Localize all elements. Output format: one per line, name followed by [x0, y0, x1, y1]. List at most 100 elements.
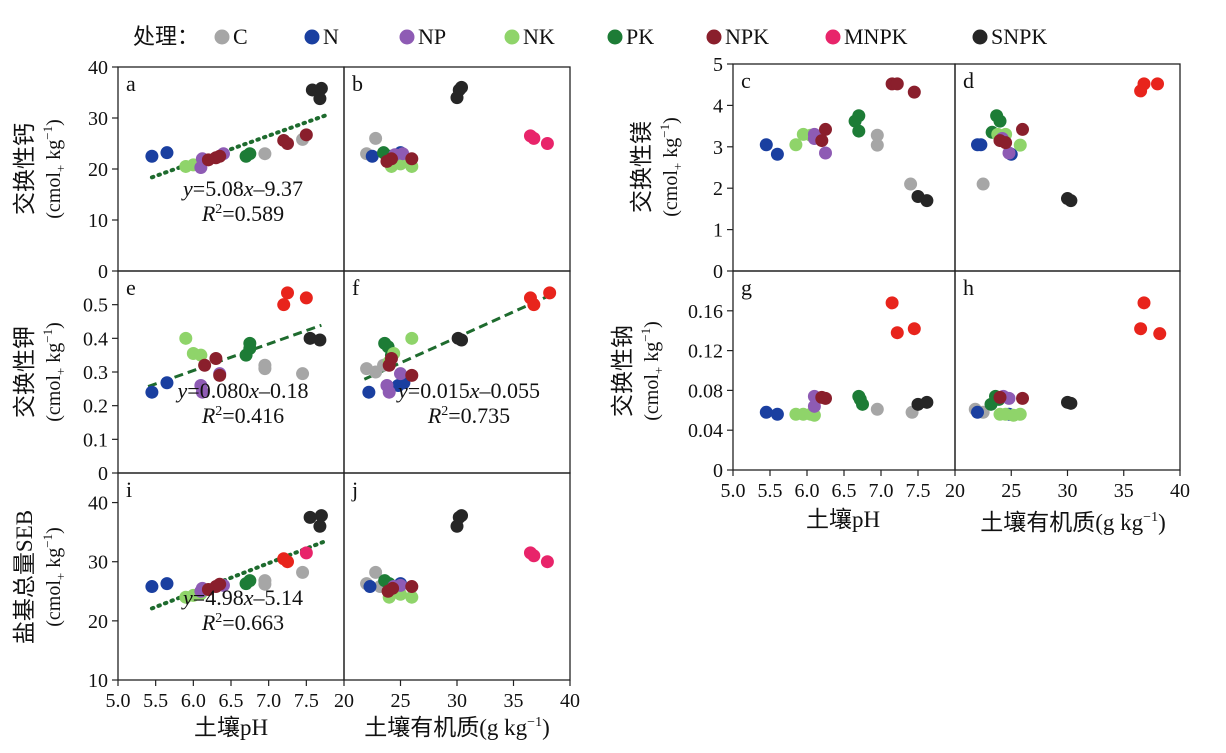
x-axis-label-som-left: 土壤有机质(g kg−1) — [364, 715, 550, 740]
data-point-e-20 — [303, 331, 317, 345]
data-point-h-13 — [993, 390, 1007, 404]
y-tick-label: 5 — [713, 54, 723, 76]
panel-letter: a — [126, 71, 136, 96]
data-point-d-16 — [1064, 194, 1078, 208]
fit-line — [149, 113, 328, 180]
y-axis-unit: (cmol+ kg−1) — [40, 322, 68, 422]
y-axis-label-na: 交换性钠 (cmol+ kg−1) — [610, 321, 666, 421]
data-point-b-20 — [540, 137, 554, 150]
data-point-i-12 — [243, 574, 257, 588]
legend-item-c: C — [214, 24, 248, 49]
x-tick-label: 35 — [504, 690, 524, 712]
legend-item-n: N — [304, 24, 339, 49]
legend-label: C — [233, 24, 248, 49]
legend-marker — [214, 29, 230, 45]
y-tick-label: 20 — [88, 159, 108, 181]
data-point-i-19 — [303, 510, 317, 524]
panel-b: b — [343, 66, 571, 272]
y-axis-unit: (cmol+ kg−1) — [657, 117, 685, 217]
y-axis-title: 交换性钠 — [610, 325, 635, 417]
data-point-h-14 — [1016, 391, 1029, 405]
data-point-f-17 — [405, 368, 419, 382]
panel-frame — [954, 63, 1181, 272]
legend-label: NK — [523, 24, 555, 49]
data-point-e-4 — [194, 348, 208, 362]
panel-letter: b — [352, 71, 363, 96]
data-point-j-9 — [405, 590, 419, 604]
data-point-a-13 — [258, 147, 272, 161]
data-point-a-1 — [160, 146, 174, 160]
panel-letter: e — [126, 275, 136, 300]
y-tick-label: 2 — [713, 178, 723, 200]
panel-frame — [732, 63, 956, 272]
data-point-d-13 — [999, 136, 1013, 150]
data-point-h-10 — [1013, 407, 1027, 421]
data-point-f-14 — [394, 367, 407, 381]
data-point-f-13 — [382, 385, 396, 399]
legend-label: N — [323, 24, 339, 49]
data-point-b-17 — [455, 80, 469, 94]
y-axis-label-k: 交换性钾 (cmol+ kg−1) — [12, 322, 68, 422]
legend-label: PK — [626, 24, 654, 49]
legend-item-snpk: SNPK — [972, 24, 1047, 49]
panel-d: d — [954, 63, 1181, 272]
legend-marker — [504, 29, 520, 45]
panel-letter: i — [126, 477, 132, 502]
data-point-c-9 — [819, 122, 832, 136]
data-point-a-16 — [277, 133, 291, 147]
fit-r-squared: R2=0.589 — [201, 201, 284, 226]
data-point-d-19 — [1151, 77, 1164, 91]
y-axis-title: 交换性镁 — [629, 121, 654, 213]
data-point-h-16 — [1064, 396, 1078, 410]
panel-frame — [732, 270, 956, 471]
data-point-a-0 — [145, 149, 159, 163]
x-tick-label: 5.5 — [758, 480, 783, 502]
data-point-c-20 — [920, 194, 934, 208]
legend-marker — [706, 29, 722, 45]
x-tick-label: 5.0 — [106, 690, 131, 712]
data-point-c-8 — [815, 134, 829, 148]
data-point-h-2 — [971, 405, 984, 419]
x-tick-label: 5.5 — [143, 690, 168, 712]
y-tick-label: 0.5 — [83, 295, 108, 317]
fit-r-squared: R2=0.416 — [201, 403, 284, 428]
data-point-d-14 — [1016, 122, 1029, 136]
data-point-j-14 — [405, 580, 419, 594]
legend: 处理： C N NP NK PK NPK MNPK SNPK — [133, 24, 1047, 49]
data-point-e-15 — [258, 362, 272, 376]
legend-label: SNPK — [991, 24, 1047, 49]
data-point-d-1 — [974, 138, 988, 152]
x-tick-label: 20 — [945, 480, 965, 502]
y-tick-label: 40 — [88, 493, 108, 515]
data-point-f-21 — [527, 298, 541, 312]
legend-item-nk: NK — [504, 24, 555, 49]
data-point-g-15 — [885, 296, 899, 310]
y-axis-unit: (cmol+ kg−1) — [40, 119, 68, 219]
data-point-f-22 — [543, 286, 557, 300]
y-tick-label: 0.3 — [83, 362, 108, 384]
data-point-c-12 — [852, 124, 866, 138]
panel-letter: g — [741, 275, 752, 300]
legend-item-npk: NPK — [706, 24, 769, 49]
legend-title: 处理： — [133, 24, 199, 49]
data-point-b-14 — [405, 152, 419, 166]
panel-c: c 0 1 2 3 4 5 — [713, 54, 956, 283]
data-point-c-0 — [759, 138, 773, 152]
legend-marker — [825, 29, 841, 45]
data-point-i-0 — [145, 580, 159, 594]
data-point-g-13 — [870, 402, 884, 416]
y-tick-label: 0.1 — [83, 429, 108, 451]
data-point-d-3 — [976, 177, 990, 191]
data-point-e-9 — [209, 352, 223, 366]
data-point-i-15 — [296, 565, 310, 579]
legend-marker — [607, 29, 623, 45]
data-point-c-13 — [870, 128, 884, 142]
y-tick-label: 0.16 — [688, 301, 723, 323]
y-axis-title: 盐基总量SEB — [12, 510, 37, 644]
data-point-c-1 — [770, 147, 784, 161]
y-tick-label: 0.2 — [83, 396, 108, 418]
